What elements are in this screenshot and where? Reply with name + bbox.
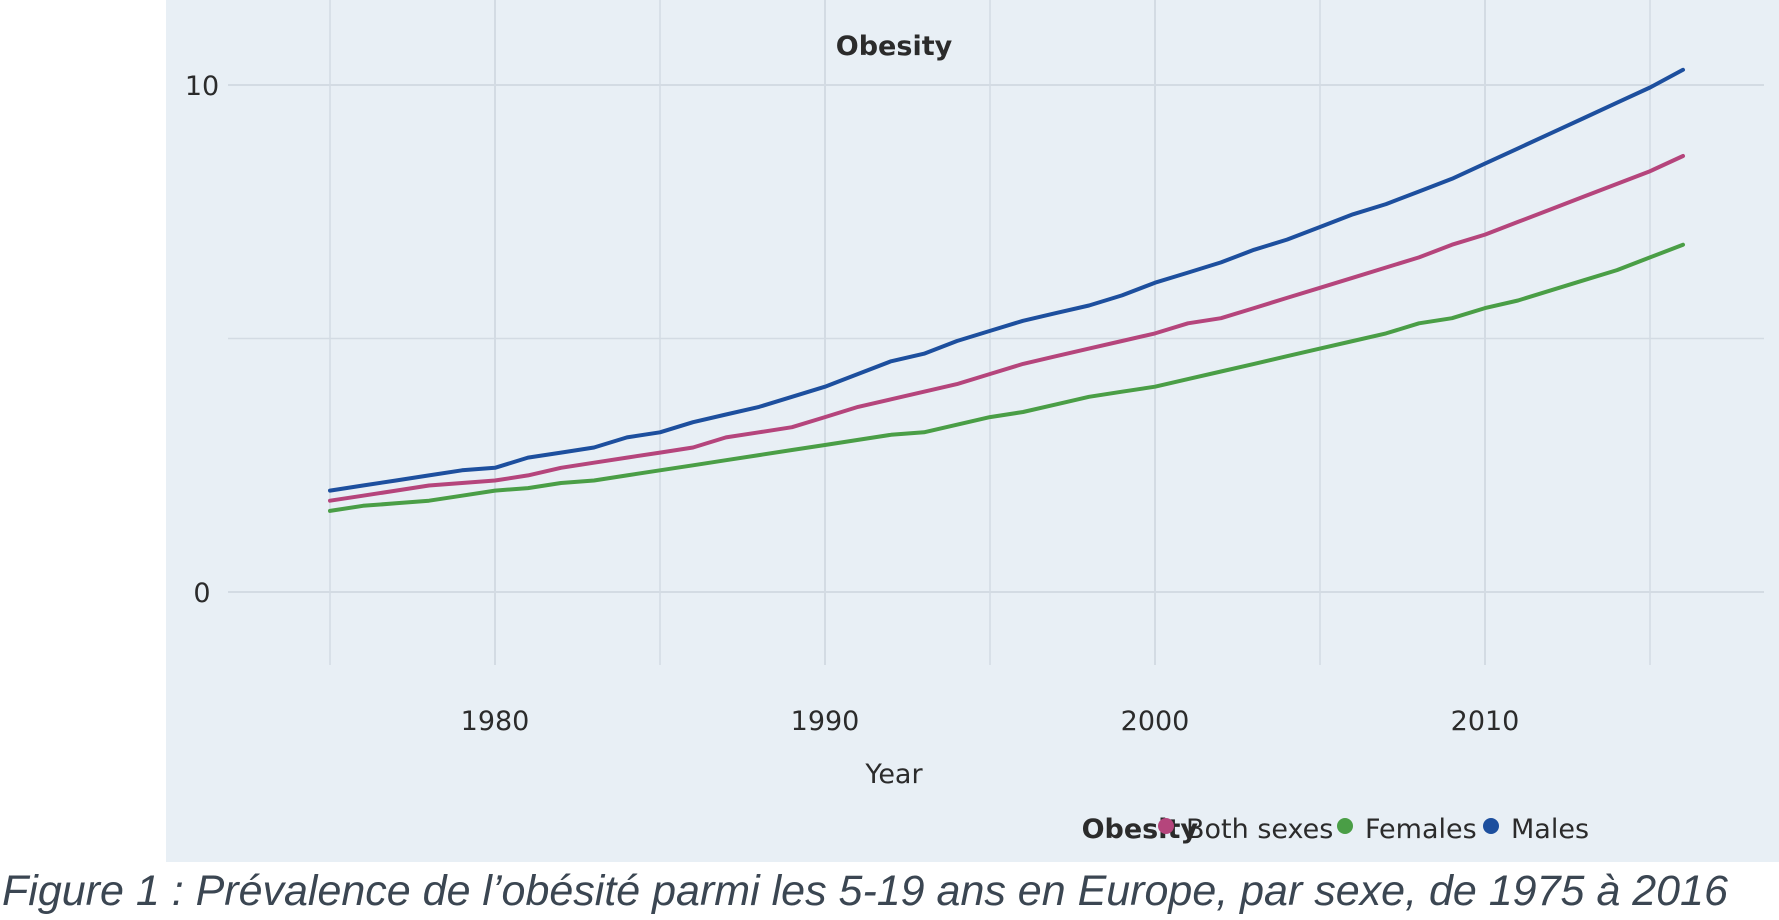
legend-label: Females: [1365, 814, 1477, 845]
legend-label: Males: [1511, 814, 1589, 845]
line-chart: 1980 1990 2000 2010 0 10 Obesity Year Obesity…: [185, 0, 1764, 845]
legend-item-females: Females: [1337, 814, 1477, 845]
series-line-females: [328, 242, 1685, 513]
y-tick-label: 10: [185, 71, 219, 102]
x-tick-label: 1990: [791, 706, 860, 737]
chart-panel: 1980 1990 2000 2010 0 10 Obesity Year Obesity…: [166, 0, 1779, 862]
legend-label: Both sexes: [1186, 814, 1333, 845]
series-lines: [328, 67, 1685, 513]
y-tick-label: 0: [193, 578, 210, 609]
chart-title: Obesity: [836, 31, 953, 62]
axis-labels: 1980 1990 2000 2010 0 10: [185, 71, 1520, 737]
legend-item-males: Males: [1483, 814, 1589, 845]
series-line-both-sexes: [328, 154, 1685, 503]
legend-title: Obesity: [1082, 814, 1199, 845]
legend-items: Both sexes Females Males: [1158, 814, 1589, 845]
legend-item-both-sexes: Both sexes: [1158, 814, 1333, 845]
legend-dot: [1158, 818, 1174, 834]
figure-caption: Figure 1 : Prévalence de l’obésité parmi…: [2, 867, 1728, 915]
grid-lines: [228, 0, 1764, 665]
series-line-males: [328, 67, 1685, 493]
legend: Obesity Both sexes Females Males: [1082, 814, 1589, 845]
legend-dot: [1337, 818, 1353, 834]
x-tick-label: 1980: [461, 706, 530, 737]
x-tick-label: 2000: [1121, 706, 1190, 737]
x-tick-label: 2010: [1451, 706, 1520, 737]
legend-dot: [1483, 818, 1499, 834]
x-axis-title: Year: [864, 759, 923, 790]
